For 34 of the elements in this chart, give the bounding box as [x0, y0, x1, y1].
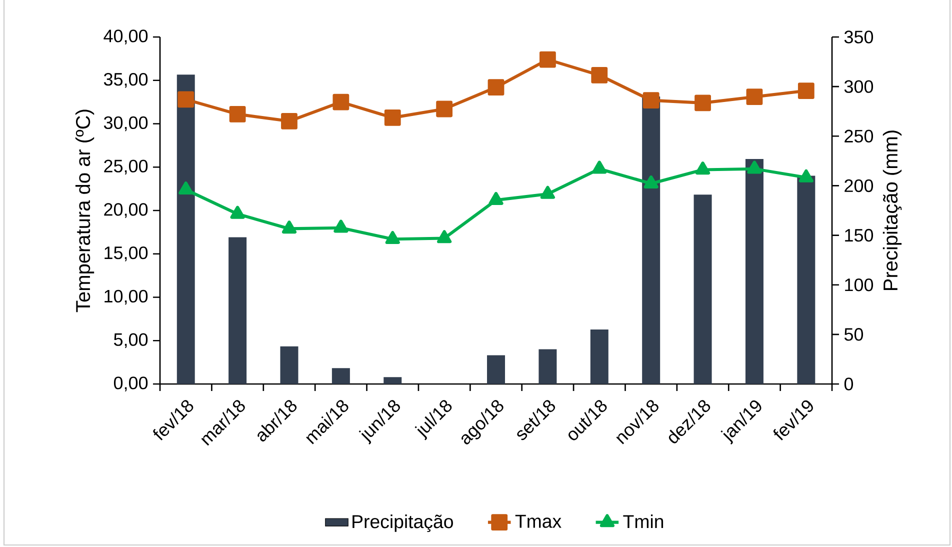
legend-label: Tmin [623, 514, 664, 528]
y2-axis-title: Precipitação (mm) [882, 130, 902, 290]
bar [797, 176, 816, 384]
y-tick-label: 35,00 [104, 72, 148, 88]
y-tick-label: 15,00 [104, 246, 148, 262]
y2-tick-label: 0 [844, 378, 854, 390]
y-axis-title: Temperatura do ar (ºC) [75, 110, 94, 312]
y2-tick-label: 350 [844, 30, 874, 44]
legend-label: Precipitação [352, 514, 453, 532]
y2-tick-label: 100 [845, 278, 874, 292]
bar [228, 237, 247, 384]
bar [332, 368, 350, 384]
y-tick-label: 0,00 [114, 376, 148, 392]
bar [642, 96, 660, 384]
bar [538, 349, 557, 384]
y-tick-label: 25,00 [104, 160, 148, 175]
y2-tick-label: 300 [844, 80, 874, 93]
bar [384, 377, 402, 384]
bar [487, 355, 506, 384]
y-tick-label: 40,00 [104, 30, 148, 44]
y-tick-label: 30,00 [104, 116, 148, 132]
bar [745, 158, 764, 384]
bar [694, 194, 712, 384]
y2-tick-label: 150 [845, 228, 874, 242]
y-tick-label: 10,00 [104, 290, 148, 305]
y2-tick-label: 200 [844, 179, 874, 192]
y2-tick-label: 50 [844, 328, 864, 341]
y-tick-label: 20,00 [104, 203, 148, 218]
bar [280, 346, 298, 384]
bar [590, 329, 608, 384]
bar [176, 74, 195, 384]
legend-label: Tmax [515, 514, 562, 528]
y-tick-label: 5,00 [114, 333, 148, 348]
y2-tick-label: 250 [844, 130, 874, 143]
